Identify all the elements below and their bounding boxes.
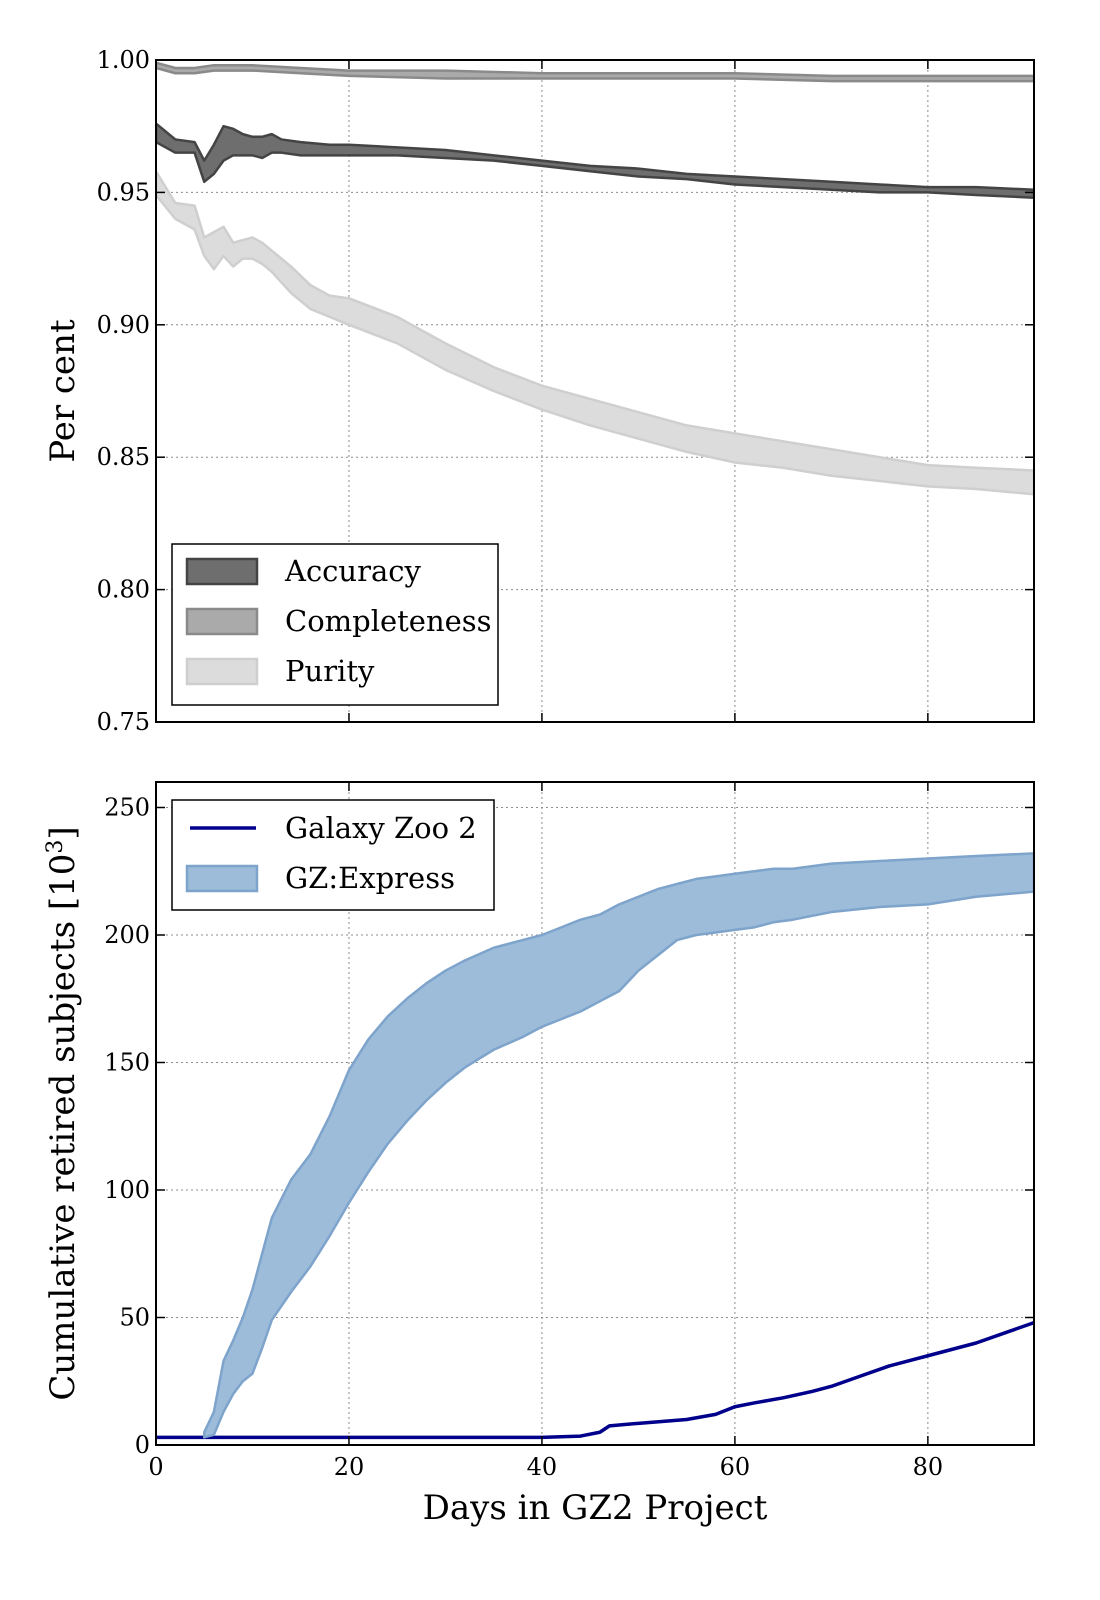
axes-frame <box>155 59 1035 723</box>
x-tick-label: 0 <box>148 1453 163 1481</box>
y-axis-label: Per cent <box>43 319 83 463</box>
legend-label: GZ:Express <box>285 861 455 895</box>
y-tick-label: 0.80 <box>97 576 150 604</box>
legend: Galaxy Zoo 2 GZ:Express <box>171 799 495 911</box>
y-tick-label: 150 <box>104 1049 150 1077</box>
y-axis-label-suffix: ] <box>43 826 83 839</box>
y-tick-label: 250 <box>104 794 150 822</box>
y-axis-label-exponent: 3 <box>43 840 68 854</box>
legend-swatch <box>185 657 259 686</box>
legend-swatch <box>185 607 259 636</box>
legend-entry: Galaxy Zoo 2 <box>190 811 477 845</box>
y-tick-label: 0.75 <box>97 708 150 736</box>
top-panel: 0.75 0.80 0.85 0.90 0.95 1.00 Per cent Accuracy… <box>43 46 1035 736</box>
data-layer <box>156 61 1034 496</box>
legend-entry: Purity <box>185 654 375 688</box>
x-tick-label: 40 <box>527 1453 558 1481</box>
legend-entry: Accuracy <box>185 554 421 588</box>
legend-swatch <box>185 864 259 893</box>
legend-label: Purity <box>285 654 375 688</box>
y-tick-label: 100 <box>104 1176 150 1204</box>
ticks: 0.75 0.80 0.85 0.90 0.95 1.00 <box>97 46 1034 736</box>
series-band-accuracy <box>156 122 1034 199</box>
bottom-panel: 0 20 40 60 80 0 50 100 150 200 250 Cumulative retir… <box>43 781 1035 1528</box>
legend: Accuracy Completeness Purity <box>171 543 499 706</box>
legend-swatch <box>185 557 259 586</box>
y-axis-label: Cumulative retired subjects [103] <box>43 826 84 1400</box>
legend-label: Accuracy <box>284 554 421 588</box>
series-band-gz-express <box>202 852 1034 1439</box>
y-tick-label: 1.00 <box>97 46 150 74</box>
legend-label: Completeness <box>285 604 492 638</box>
legend-box <box>171 799 495 911</box>
ticks: 0 20 40 60 80 0 50 100 150 200 250 <box>104 782 1034 1481</box>
axes-frame <box>155 781 1035 1446</box>
series-line-galaxy-zoo-2 <box>156 1320 1034 1440</box>
x-tick-label: 60 <box>720 1453 751 1481</box>
y-tick-label: 0.95 <box>97 178 150 206</box>
legend-label: Galaxy Zoo 2 <box>285 811 477 845</box>
y-tick-label: 0 <box>135 1431 150 1459</box>
series-band-purity <box>156 169 1034 496</box>
x-tick-label: 80 <box>913 1453 944 1481</box>
data-layer <box>156 852 1034 1440</box>
series-band-completeness <box>156 61 1034 83</box>
x-tick-label: 20 <box>334 1453 365 1481</box>
y-tick-label: 200 <box>104 921 150 949</box>
x-axis-label: Days in GZ2 Project <box>423 1488 768 1528</box>
legend-entry: Completeness <box>185 604 492 638</box>
y-tick-label: 0.90 <box>97 311 150 339</box>
y-tick-label: 0.85 <box>97 443 150 471</box>
legend-entry: GZ:Express <box>185 861 455 895</box>
y-tick-label: 50 <box>119 1304 150 1332</box>
